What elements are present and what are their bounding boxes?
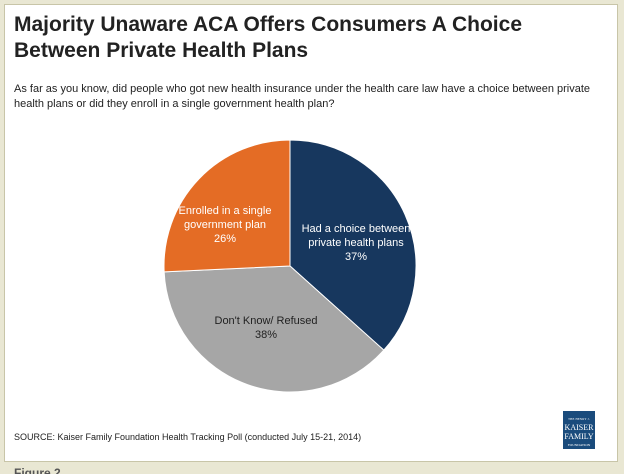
- chart-title: Majority Unaware ACA Offers Consumers A …: [14, 13, 522, 62]
- pie-slice-label-line: government plan: [184, 219, 266, 231]
- kaiser-logo: THE HENRY J. KAISER FAMILY FOUNDATION: [563, 411, 595, 449]
- pie-slice-label-line: 26%: [214, 233, 236, 245]
- pie-slice-label-line: Enrolled in a single: [179, 205, 272, 217]
- pie-slice-label-2: Don't Know/ Refused 38%: [215, 315, 318, 341]
- pie-slice-1: [289, 139, 417, 351]
- pie-slice-3: [163, 139, 291, 273]
- source-note: SOURCE: Kaiser Family Foundation Health …: [14, 432, 362, 442]
- pie-slice-2: [163, 265, 385, 393]
- pie-slice-label-line: private health plans: [308, 237, 404, 249]
- pie-slice-label-line: 37%: [345, 251, 367, 263]
- pie-slice-label-line: Don't Know/ Refused: [215, 315, 318, 327]
- pie-slice-label-3: Enrolled in a single government plan 26%: [179, 205, 272, 245]
- pie-slice-label-line: 38%: [255, 329, 277, 341]
- logo-line-2: KAISER: [564, 423, 594, 432]
- survey-question: As far as you know, did people who got n…: [14, 83, 591, 110]
- logo-line-4: FOUNDATION: [567, 443, 591, 447]
- pie-slices: [163, 139, 417, 393]
- logo-line-1: THE HENRY J.: [568, 417, 590, 421]
- pie-slice-label-1: Had a choice between private health plans…: [302, 223, 411, 263]
- logo-line-3: FAMILY: [564, 432, 594, 441]
- pie-labels: Had a choice between private health plans…: [179, 205, 411, 341]
- figure-number: Figure 2: [14, 466, 61, 474]
- pie-slice-label-line: Had a choice between: [302, 223, 411, 235]
- figure-number-strip: Figure 2: [4, 462, 618, 474]
